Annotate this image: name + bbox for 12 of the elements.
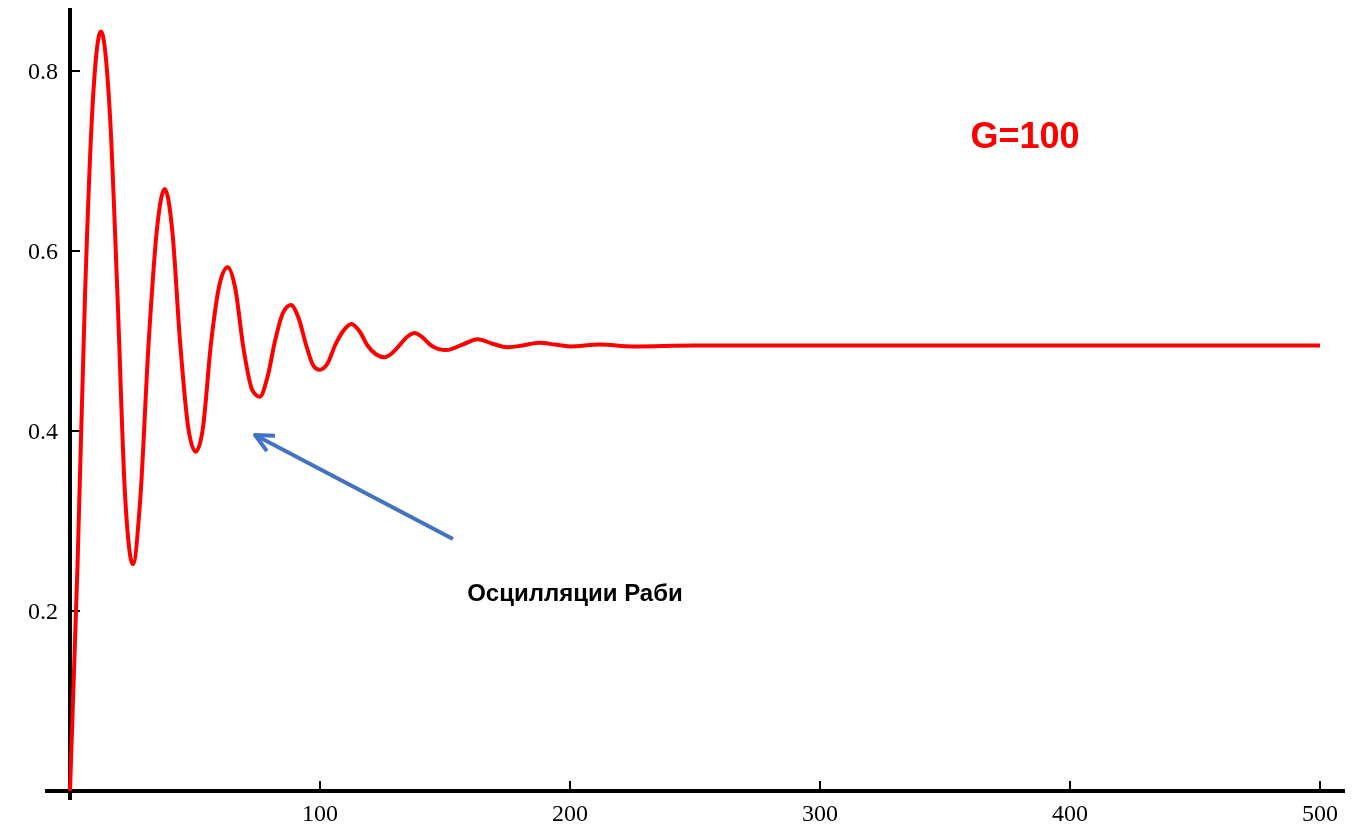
x-tick-label: 200 <box>552 800 588 826</box>
y-tick-label: 0.2 <box>28 598 58 624</box>
y-tick-label: 0.8 <box>28 58 58 84</box>
x-tick-label: 300 <box>802 800 838 826</box>
x-tick-label: 500 <box>1302 800 1338 826</box>
annotation: G=100 <box>970 115 1080 156</box>
y-tick-label: 0.6 <box>28 238 58 264</box>
x-tick-label: 400 <box>1052 800 1088 826</box>
annotation: Осцилляции Раби <box>467 579 683 606</box>
line-series <box>68 29 1322 793</box>
x-tick-label: 100 <box>302 800 338 826</box>
y-tick-label: 0.4 <box>28 418 58 444</box>
